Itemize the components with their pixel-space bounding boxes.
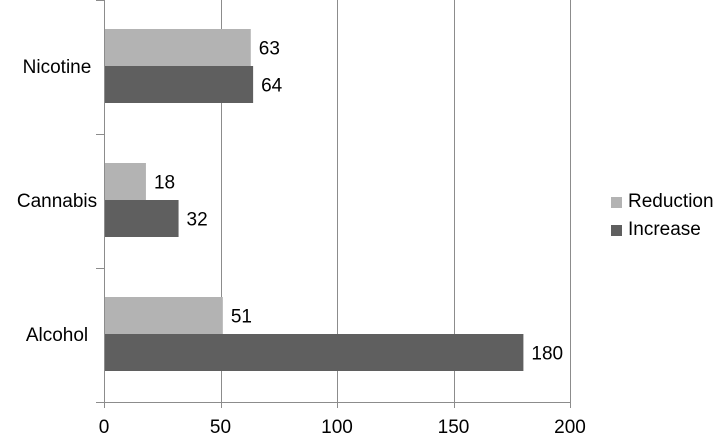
legend-item-reduction: Reduction <box>611 188 714 216</box>
bar-alcohol-reduction <box>104 297 223 334</box>
bar-cannabis-increase <box>104 200 179 237</box>
category-label-nicotine: Nicotine <box>23 57 92 78</box>
bar-nicotine-increase <box>104 66 254 103</box>
bar-cannabis-reduction <box>104 163 146 200</box>
legend-label-increase: Increase <box>628 219 701 240</box>
x-tick-label-100: 100 <box>321 417 353 436</box>
x-tick-label-150: 150 <box>438 417 470 436</box>
legend: Reduction Increase <box>611 188 714 244</box>
x-tick-label-0: 0 <box>99 417 110 436</box>
legend-swatch-increase <box>611 224 622 236</box>
bar-nicotine-reduction <box>104 29 251 66</box>
legend-swatch-reduction <box>611 196 622 208</box>
category-label-cannabis: Cannabis <box>17 191 97 212</box>
bar-alcohol-increase <box>104 334 524 371</box>
data-label-alcohol-increase: 180 <box>531 344 563 365</box>
data-label-cannabis-reduction: 18 <box>154 173 175 194</box>
data-label-nicotine-reduction: 63 <box>259 39 280 60</box>
data-label-alcohol-reduction: 51 <box>231 307 252 328</box>
legend-item-increase: Increase <box>611 216 714 244</box>
data-label-cannabis-increase: 32 <box>187 210 208 231</box>
legend-label-reduction: Reduction <box>628 191 714 212</box>
category-label-alcohol: Alcohol <box>26 325 88 346</box>
x-tick-label-200: 200 <box>554 417 586 436</box>
x-tick-label-50: 50 <box>210 417 231 436</box>
data-label-nicotine-increase: 64 <box>261 76 283 97</box>
